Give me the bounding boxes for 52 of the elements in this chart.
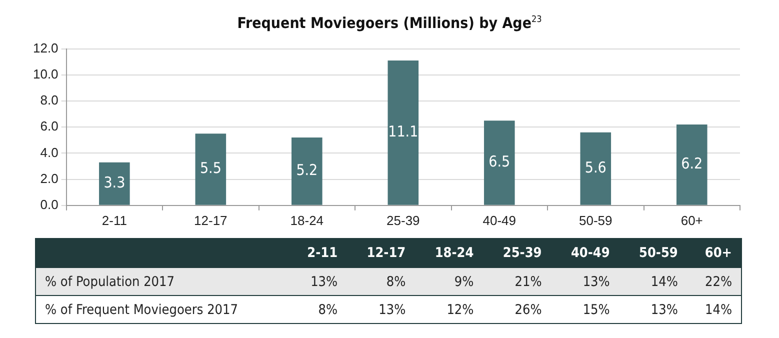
data-label: 6.5 [488,152,510,171]
category-label: 50-59 [618,238,687,268]
x-tick-label: 50-59 [579,212,612,228]
category-label: 2-11 [288,238,347,268]
x-tick-label: 25-39 [386,212,420,228]
text: 13% [310,274,338,290]
text: 12% [446,302,474,318]
category-label: 12-17 [346,238,415,268]
y-tick-label: 0.0 [40,196,58,212]
data-label: 5.6 [584,158,606,176]
text: 13% [378,302,406,318]
bar [580,132,612,205]
category-label: % of Population 2017 [45,274,174,290]
text: 14% [705,302,732,318]
data-label: 11.1 [388,122,418,141]
data-label: 3.3 [104,174,126,192]
category-label: % of Frequent Moviegoers 2017 [45,302,238,318]
text: 21% [514,274,542,290]
y-tick-label: 12.0 [32,40,58,56]
y-tick-label: 4.0 [40,144,58,160]
bar [388,60,419,205]
text: 26% [514,302,542,318]
text: 8% [386,274,406,290]
data-label: 5.5 [200,159,222,178]
data-label: 6.2 [681,154,703,173]
text: 9% [454,274,474,290]
x-tick-label: 18-24 [290,212,324,228]
x-tick-label: 40-49 [482,212,516,228]
y-tick-label: 10.0 [32,66,58,82]
category-label: 18-24 [414,238,483,268]
bar [292,138,322,205]
y-tick-label: 6.0 [40,118,58,134]
text: 14% [650,274,678,290]
category-label: 60+ [686,238,742,268]
y-tick-label: 8.0 [40,92,58,108]
category-label: 25-39 [482,238,551,268]
bar [676,124,708,205]
bar [99,162,130,205]
text: 22% [705,274,732,290]
text: 8% [318,302,338,318]
chart-title: Frequent Moviegoers (Millions) by Age$^{23}$ [236,14,543,32]
x-tick-label: 2-11 [102,212,127,228]
y-tick-label: 2.0 [40,170,58,186]
text: 13% [650,302,678,318]
bar [484,120,515,205]
data-label: 5.2 [296,161,318,180]
text: 13% [582,274,610,290]
x-tick-label: 12-17 [194,212,228,228]
text: 15% [582,302,610,318]
x-tick-label: 60+ [680,212,703,228]
bar [195,134,226,205]
category-label: 40-49 [550,238,619,268]
